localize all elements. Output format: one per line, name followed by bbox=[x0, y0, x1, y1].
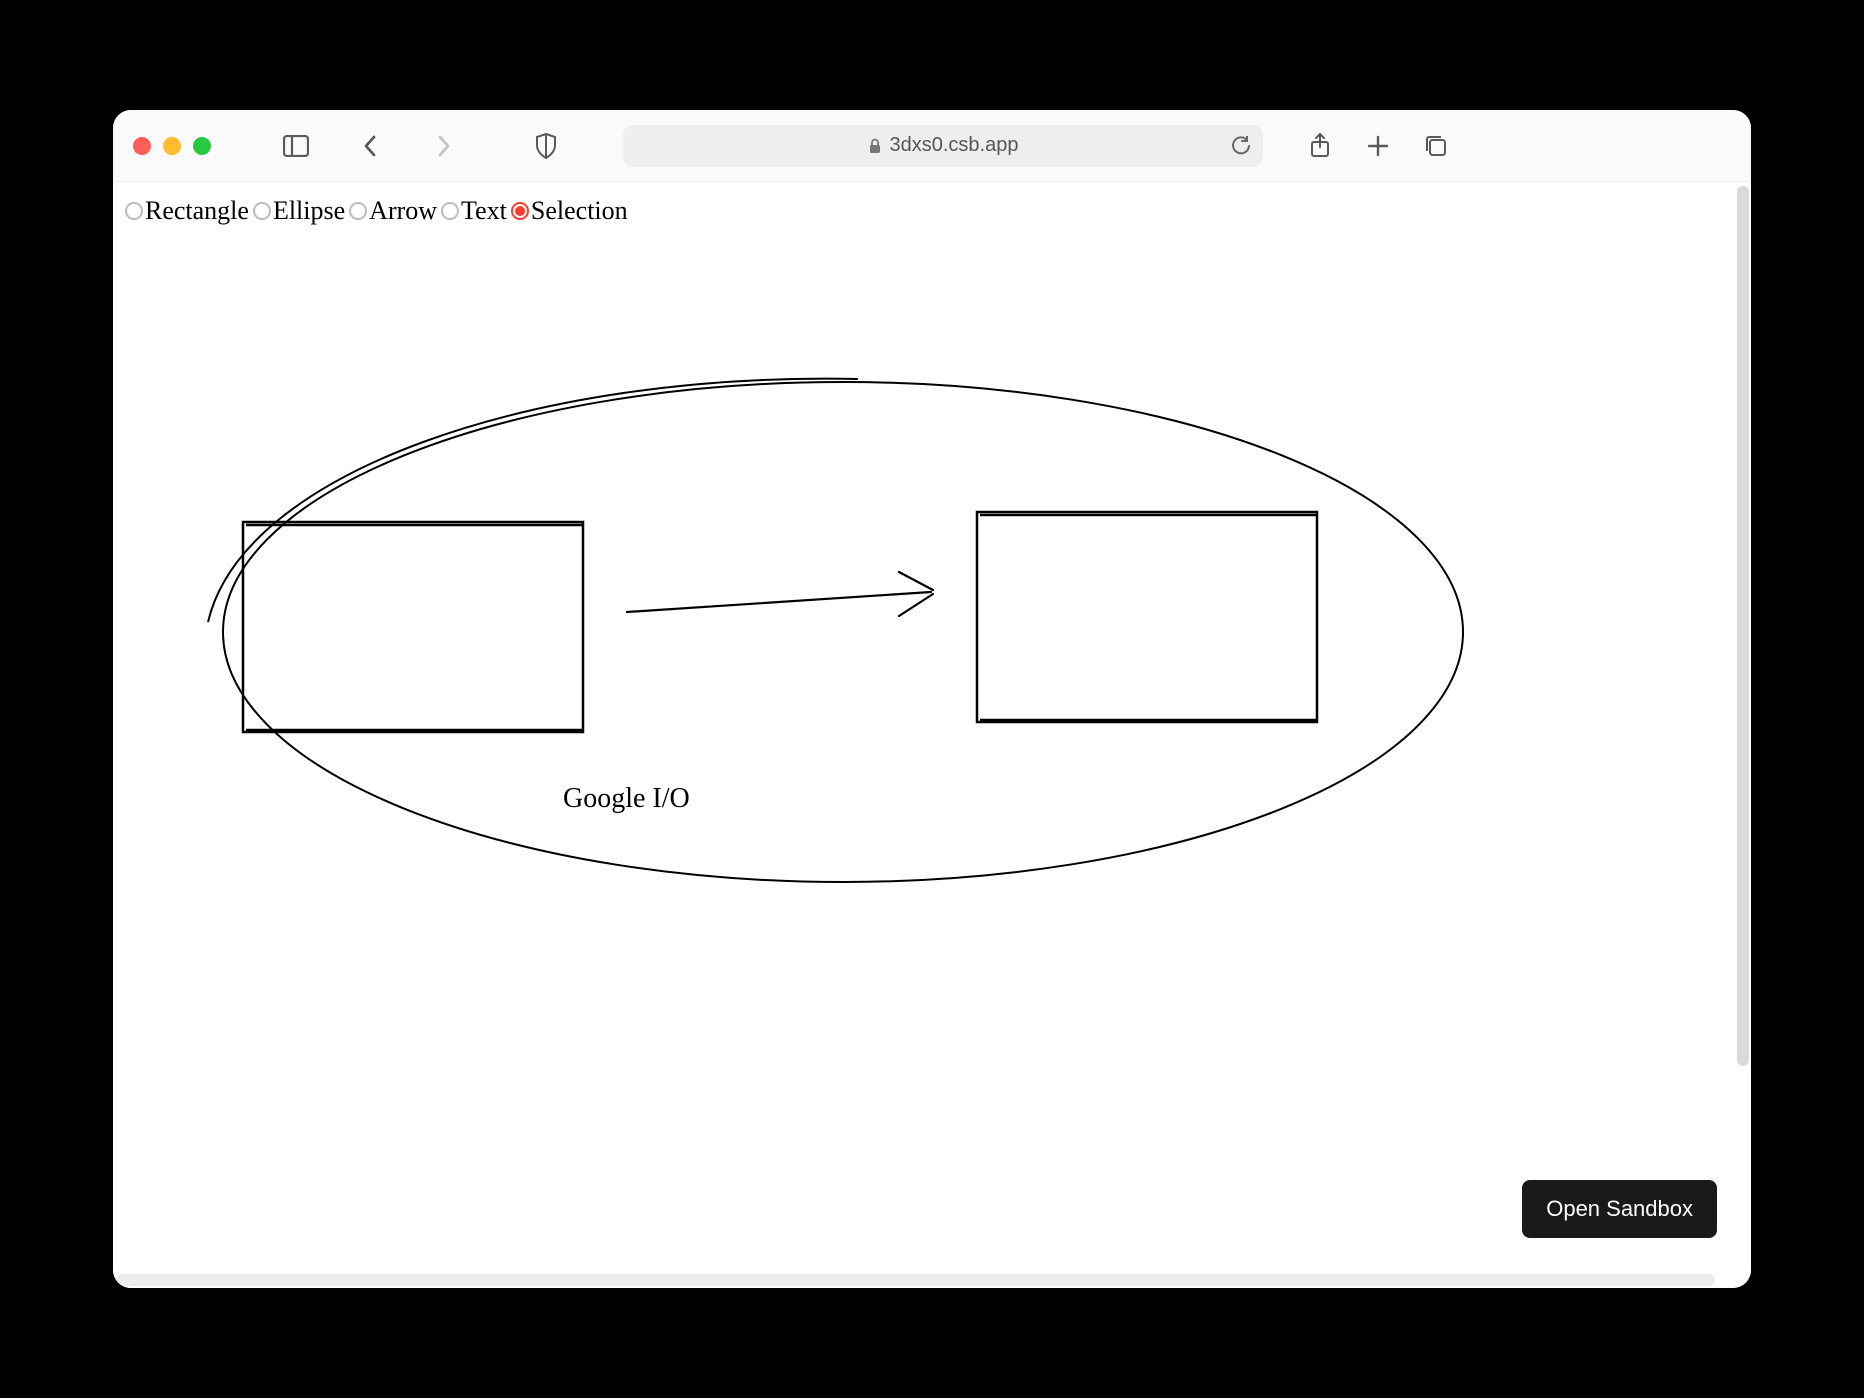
address-url-text: 3dxs0.csb.app bbox=[890, 134, 1019, 157]
browser-titlebar: 3dxs0.csb.app bbox=[113, 110, 1751, 182]
traffic-lights bbox=[133, 137, 211, 155]
drawing-canvas[interactable]: Google I/O bbox=[113, 182, 1751, 1242]
canvas-arrow[interactable] bbox=[627, 572, 933, 616]
shield-icon[interactable] bbox=[531, 131, 561, 161]
canvas-text[interactable]: Google I/O bbox=[563, 783, 690, 814]
window-minimize-button[interactable] bbox=[163, 137, 181, 155]
lock-icon bbox=[868, 138, 882, 154]
share-icon[interactable] bbox=[1305, 131, 1335, 161]
horizontal-scrollbar[interactable] bbox=[117, 1274, 1715, 1286]
vertical-scrollbar[interactable] bbox=[1737, 186, 1749, 1066]
tabs-overview-icon[interactable] bbox=[1421, 131, 1451, 161]
forward-button-icon[interactable] bbox=[429, 131, 459, 161]
window-close-button[interactable] bbox=[133, 137, 151, 155]
canvas-rectangle-1[interactable] bbox=[243, 522, 583, 732]
app-content: Rectangle Ellipse Arrow Text Selection bbox=[113, 182, 1751, 1288]
reload-icon[interactable] bbox=[1231, 136, 1251, 156]
back-button-icon[interactable] bbox=[355, 131, 385, 161]
window-zoom-button[interactable] bbox=[193, 137, 211, 155]
titlebar-right-icons bbox=[1305, 131, 1451, 161]
new-tab-icon[interactable] bbox=[1363, 131, 1393, 161]
sidebar-toggle-icon[interactable] bbox=[281, 131, 311, 161]
open-sandbox-button[interactable]: Open Sandbox bbox=[1522, 1180, 1717, 1238]
canvas-ellipse[interactable] bbox=[208, 379, 1463, 882]
browser-window: 3dxs0.csb.app Rectangle bbox=[113, 110, 1751, 1288]
canvas-rectangle-2[interactable] bbox=[977, 512, 1317, 722]
open-sandbox-label: Open Sandbox bbox=[1546, 1196, 1693, 1221]
address-bar[interactable]: 3dxs0.csb.app bbox=[623, 125, 1263, 167]
